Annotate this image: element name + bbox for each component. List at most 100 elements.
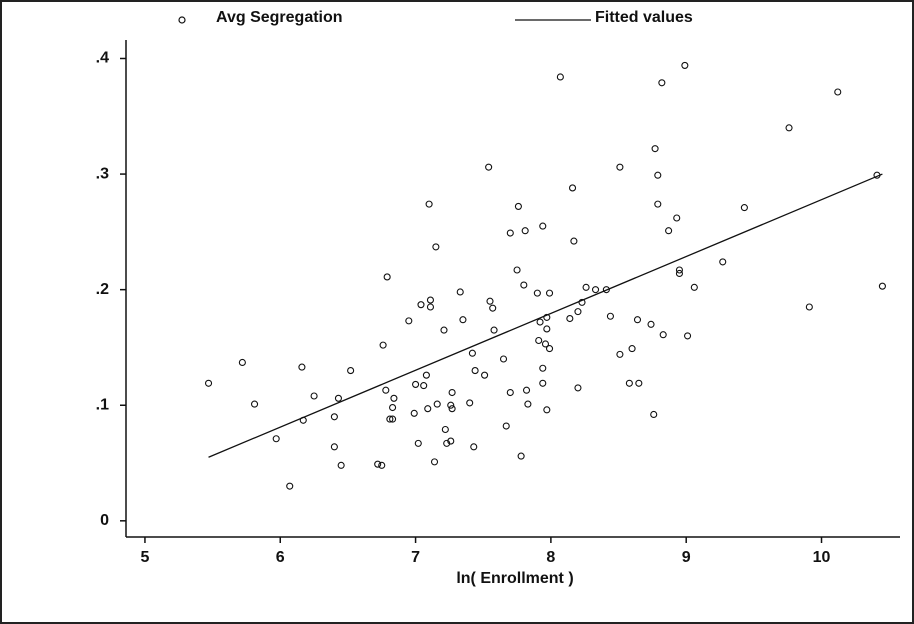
point <box>468 349 476 357</box>
point <box>432 243 440 251</box>
point <box>310 392 318 400</box>
y-tick-label: .4 <box>96 50 109 67</box>
point <box>490 326 498 334</box>
x-tick-label: 6 <box>276 549 285 566</box>
point <box>378 461 386 469</box>
point <box>506 388 514 397</box>
point <box>616 350 624 358</box>
point <box>533 289 541 297</box>
fitted-line <box>208 173 883 458</box>
point <box>502 422 510 430</box>
point <box>405 317 413 325</box>
point <box>570 237 578 245</box>
point <box>541 340 550 348</box>
point <box>470 443 478 451</box>
point <box>298 363 306 371</box>
point <box>740 204 748 212</box>
point <box>382 386 390 394</box>
point <box>539 222 547 230</box>
x-tick-label: 9 <box>682 549 691 566</box>
point <box>681 61 689 69</box>
point <box>466 399 474 407</box>
point <box>330 413 338 421</box>
point <box>414 439 422 447</box>
point <box>440 326 448 334</box>
point <box>383 273 391 281</box>
point <box>522 386 531 394</box>
point <box>374 460 382 468</box>
point <box>386 415 394 423</box>
point <box>521 227 529 235</box>
point <box>673 214 681 222</box>
point <box>591 286 600 294</box>
point <box>524 400 532 408</box>
point <box>389 403 397 412</box>
point <box>420 382 428 390</box>
point <box>659 331 667 339</box>
point <box>204 379 213 387</box>
point <box>633 316 642 324</box>
point <box>430 458 439 466</box>
legend-label: Avg Segregation <box>216 9 343 26</box>
point <box>654 200 662 208</box>
point <box>424 405 432 413</box>
x-tick-label: 10 <box>813 549 831 566</box>
point <box>448 388 456 397</box>
point <box>517 452 525 460</box>
point <box>606 312 614 320</box>
point <box>422 371 430 379</box>
point <box>506 229 514 237</box>
point <box>456 288 464 296</box>
point <box>489 304 497 312</box>
point <box>805 303 813 311</box>
point <box>654 171 662 179</box>
x-tick-label: 8 <box>546 549 555 566</box>
point <box>690 283 698 291</box>
x-tick-label: 7 <box>411 549 420 566</box>
point <box>426 296 435 304</box>
point <box>447 437 455 445</box>
x-tick-label: 5 <box>140 549 149 566</box>
point <box>647 320 655 328</box>
point <box>286 482 294 490</box>
point <box>719 258 727 266</box>
point <box>412 380 420 388</box>
point <box>536 318 544 326</box>
point <box>334 394 342 402</box>
point <box>616 163 624 171</box>
point <box>471 367 479 375</box>
point <box>625 379 633 387</box>
point <box>272 435 280 443</box>
point <box>574 308 582 316</box>
point <box>543 325 551 333</box>
point <box>390 394 398 402</box>
point <box>486 297 494 305</box>
point <box>433 400 441 408</box>
point <box>513 266 521 274</box>
point <box>499 355 508 363</box>
point <box>628 345 636 353</box>
point <box>574 384 582 392</box>
point <box>650 410 658 419</box>
x-axis-title: ln( Enrollment ) <box>456 570 573 587</box>
point <box>441 425 449 434</box>
point <box>675 266 683 274</box>
y-tick-label: 0 <box>100 512 109 529</box>
point <box>485 163 493 171</box>
point <box>578 298 586 306</box>
y-tick-label: .2 <box>96 281 109 298</box>
point <box>520 281 528 289</box>
point <box>347 367 355 375</box>
point <box>785 124 793 132</box>
point <box>539 379 547 387</box>
point <box>878 282 886 290</box>
point <box>635 379 643 387</box>
point <box>425 200 433 208</box>
point <box>675 269 683 278</box>
point <box>556 73 564 81</box>
point <box>834 88 842 96</box>
legend-marker <box>178 16 186 24</box>
point <box>568 184 577 192</box>
point <box>658 79 666 87</box>
